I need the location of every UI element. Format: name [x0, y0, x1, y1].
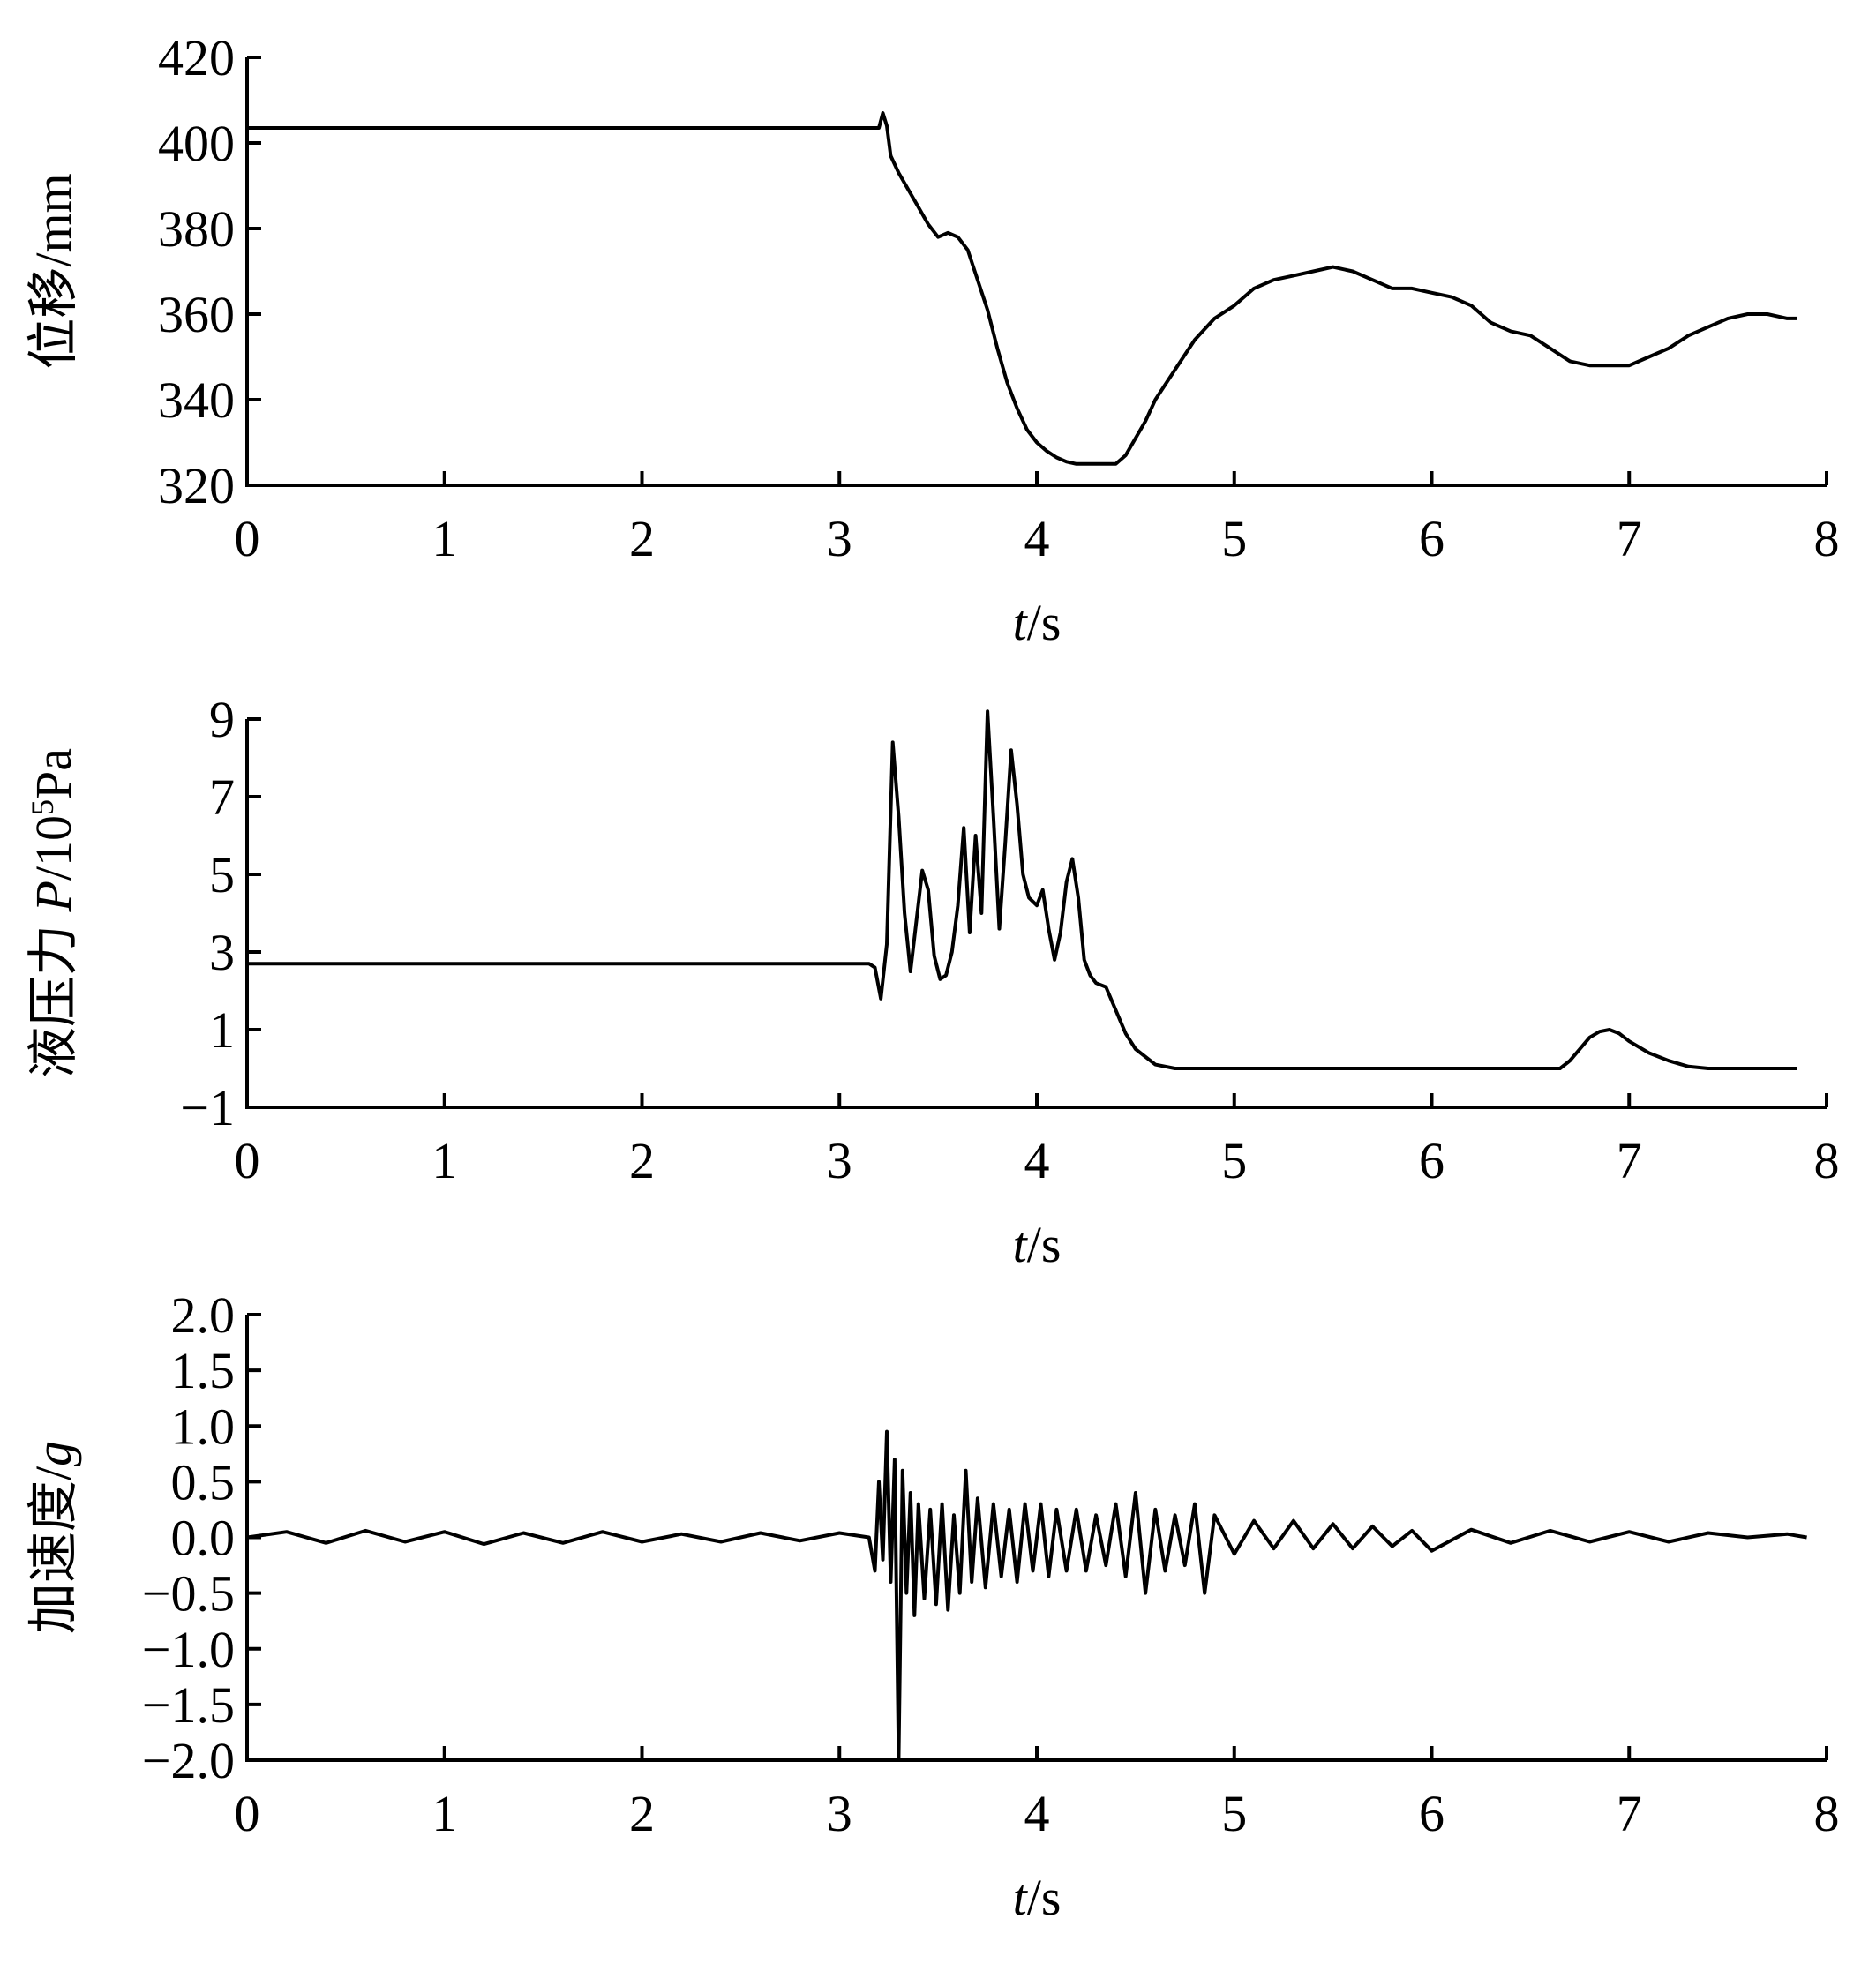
- x-ticks: 0 1 2 3 4 5 6 7 8: [235, 471, 1840, 567]
- x-tick-label: 3: [827, 1132, 852, 1189]
- y-tick-label: 420: [158, 29, 235, 86]
- x-tick-label: 5: [1221, 1132, 1247, 1189]
- y-ticks: 320 340 360 380 400 420: [158, 29, 261, 514]
- x-tick-label: 6: [1419, 1132, 1445, 1189]
- y-tick-label: 2.0: [171, 1286, 236, 1344]
- panel-acceleration: −2.0−1.5−1.0−0.50.00.51.01.52.0 0 1 2 3 4 5 6 7…: [25, 1286, 1840, 1926]
- x-tick-label: 8: [1814, 510, 1840, 567]
- x-tick-label: 7: [1617, 1132, 1642, 1189]
- x-tick-label: 0: [235, 1132, 260, 1189]
- x-ticks: 0 1 2 3 4 5 6 7 8: [235, 1093, 1840, 1189]
- x-tick-label: 3: [827, 1785, 852, 1842]
- y-tick-label: 7: [209, 768, 235, 826]
- y-tick-label: 3: [209, 924, 235, 981]
- pressure-series-line: [247, 709, 1797, 1070]
- y-tick-label: 0.5: [171, 1453, 236, 1510]
- x-tick-label: 4: [1024, 1785, 1050, 1842]
- x-tick-label: 8: [1814, 1785, 1840, 1842]
- y-axis-label: 液压力 P/105Pa: [25, 748, 82, 1078]
- x-tick-label: 1: [431, 1785, 457, 1842]
- y-tick-label: 400: [158, 115, 235, 172]
- x-tick-label: 0: [235, 1785, 260, 1842]
- x-tick-label: 2: [629, 1132, 655, 1189]
- y-tick-label: 5: [209, 846, 235, 903]
- panel-pressure: −1 1 3 5 7 9 0 1 2 3 4 5 6 7 8 t/s 液压力 P/105Pa: [25, 691, 1840, 1273]
- y-tick-label: 9: [209, 691, 235, 748]
- x-tick-label: 5: [1221, 510, 1247, 567]
- x-tick-label: 5: [1221, 1785, 1247, 1842]
- y-tick-label: 380: [158, 200, 235, 258]
- x-tick-label: 7: [1617, 1785, 1642, 1842]
- displacement-series-line: [247, 111, 1797, 466]
- acceleration-series-line: [246, 1429, 1807, 1762]
- y-tick-label: 1.0: [171, 1398, 236, 1455]
- x-tick-label: 1: [431, 1132, 457, 1189]
- y-tick-label: 340: [158, 371, 235, 429]
- y-axis-label: 位移/mm: [25, 173, 82, 369]
- axes-frame: [245, 719, 1827, 1109]
- y-tick-label: −0.5: [142, 1565, 235, 1623]
- y-tick-label: −1.5: [142, 1676, 235, 1734]
- x-tick-label: 3: [827, 510, 852, 567]
- y-axis-label: 加速度/g: [25, 1441, 82, 1634]
- y-tick-label: −2.0: [142, 1732, 235, 1789]
- x-ticks: 0 1 2 3 4 5 6 7 8: [235, 1746, 1840, 1842]
- y-tick-label: −1: [180, 1079, 235, 1136]
- y-tick-label: 0.0: [171, 1510, 236, 1567]
- x-tick-label: 1: [431, 510, 457, 567]
- x-tick-label: 7: [1617, 510, 1642, 567]
- x-tick-label: 4: [1024, 1132, 1050, 1189]
- axes-frame: [245, 1315, 1827, 1762]
- y-tick-label: 360: [158, 286, 235, 343]
- x-tick-label: 2: [629, 1785, 655, 1842]
- y-tick-label: −1.0: [142, 1621, 235, 1678]
- x-tick-label: 4: [1024, 510, 1050, 567]
- y-tick-label: 320: [158, 457, 235, 514]
- x-axis-label: t/s: [1013, 1216, 1062, 1273]
- y-tick-label: 1: [209, 1001, 235, 1059]
- y-ticks: −2.0−1.5−1.0−0.50.00.51.01.52.0: [142, 1286, 261, 1789]
- x-tick-label: 0: [235, 510, 260, 567]
- y-tick-label: 1.5: [171, 1342, 236, 1399]
- axes-frame: [245, 57, 1827, 487]
- x-axis-label: t/s: [1013, 594, 1062, 651]
- x-tick-label: 8: [1814, 1132, 1840, 1189]
- x-tick-label: 6: [1419, 1785, 1445, 1842]
- x-tick-label: 2: [629, 510, 655, 567]
- x-tick-label: 6: [1419, 510, 1445, 567]
- panel-displacement: 320 340 360 380 400 420 0 1 2 3 4 5 6 7 8 t/s 位移/mm: [25, 29, 1840, 651]
- y-ticks: −1 1 3 5 7 9: [180, 691, 261, 1136]
- x-axis-label: t/s: [1013, 1869, 1062, 1926]
